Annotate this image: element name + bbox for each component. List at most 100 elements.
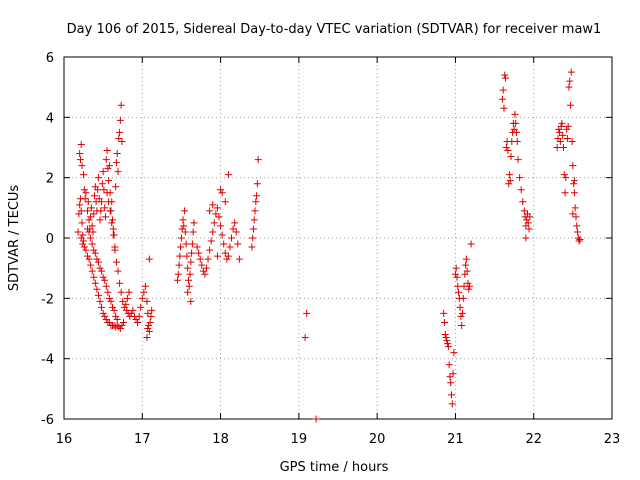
data-point [448, 391, 456, 399]
data-point [567, 101, 575, 109]
data-point [235, 255, 243, 263]
data-point [229, 225, 237, 233]
data-point [74, 228, 82, 236]
data-point [459, 294, 467, 302]
data-point [234, 240, 242, 248]
data-point [109, 231, 117, 239]
y-tick-label: -2 [41, 292, 54, 307]
data-point [99, 168, 107, 176]
data-point [112, 183, 120, 191]
data-point [570, 189, 578, 197]
data-point [251, 207, 259, 215]
data-point [87, 234, 95, 242]
data-point [177, 243, 185, 251]
data-point [82, 189, 90, 197]
data-point [90, 246, 98, 254]
data-point [557, 122, 565, 130]
data-point [115, 134, 123, 142]
data-point [501, 71, 509, 79]
data-point [134, 318, 142, 326]
y-axis-label: SDTVAR / TECUs [7, 185, 22, 292]
data-point [523, 216, 531, 224]
data-point [560, 171, 568, 179]
data-point [96, 297, 104, 305]
data-point [215, 213, 223, 221]
data-point [228, 234, 236, 242]
data-point [498, 95, 506, 103]
data-point [204, 255, 212, 263]
data-point [454, 282, 462, 290]
data-point [504, 147, 512, 155]
data-point [570, 180, 578, 188]
data-point [106, 207, 114, 215]
data-point [82, 246, 90, 254]
data-point [90, 210, 98, 218]
data-point [556, 128, 564, 136]
data-point [174, 276, 182, 284]
data-point [220, 240, 228, 248]
data-point [140, 288, 148, 296]
data-point [558, 119, 566, 127]
data-point [112, 159, 120, 167]
data-point [176, 252, 184, 260]
data-point [210, 219, 218, 227]
data-point [177, 234, 185, 242]
data-point [76, 201, 84, 209]
data-point [193, 243, 201, 251]
data-point [122, 300, 130, 308]
data-point [209, 228, 217, 236]
data-point [132, 315, 140, 323]
data-point [123, 294, 131, 302]
data-point [117, 101, 125, 109]
data-point [186, 270, 194, 278]
data-point [77, 140, 85, 148]
data-point [516, 174, 524, 182]
data-point [94, 186, 102, 194]
data-point [184, 288, 192, 296]
data-point [224, 252, 232, 260]
data-point [179, 216, 187, 224]
data-point [512, 119, 520, 127]
data-point [563, 125, 571, 133]
data-point [502, 144, 510, 151]
data-point [576, 236, 584, 244]
data-point [116, 128, 124, 136]
data-point [182, 240, 190, 248]
data-point [188, 240, 196, 248]
data-point [98, 180, 106, 188]
data-point [119, 318, 127, 326]
data-point [569, 210, 577, 218]
data-point [103, 147, 111, 155]
data-point [467, 240, 475, 248]
data-point [100, 186, 108, 194]
data-point [78, 219, 86, 227]
data-point [146, 318, 154, 326]
data-point [190, 219, 198, 227]
y-tick-label: 6 [46, 51, 54, 66]
data-point [452, 264, 460, 272]
x-tick-label: 23 [604, 432, 621, 447]
data-point [94, 258, 102, 266]
data-point [110, 306, 118, 314]
data-point [143, 334, 151, 342]
data-point [88, 240, 96, 248]
data-point [174, 270, 182, 278]
data-point [526, 213, 534, 221]
data-point [252, 198, 260, 206]
axis-ticks [63, 56, 613, 420]
data-point [462, 261, 470, 269]
data-point [77, 207, 85, 215]
x-tick-label: 21 [447, 432, 464, 447]
data-point [441, 331, 449, 339]
data-point [232, 228, 240, 236]
data-point [248, 243, 256, 251]
data-point [566, 77, 574, 85]
data-point [94, 174, 102, 182]
data-point [102, 156, 110, 164]
data-point [144, 309, 152, 317]
data-point [125, 288, 133, 296]
data-point [443, 337, 451, 345]
data-point [79, 231, 87, 239]
data-point [78, 162, 86, 170]
